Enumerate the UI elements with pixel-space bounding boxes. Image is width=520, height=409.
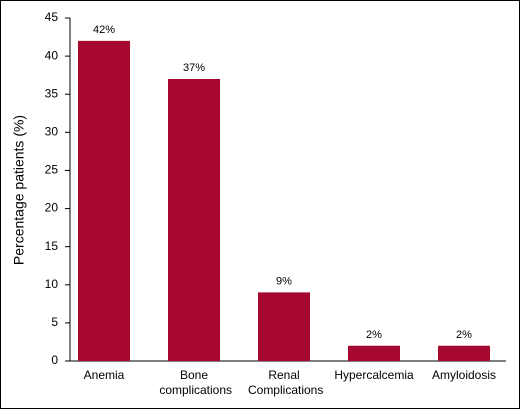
bar xyxy=(168,78,220,361)
bar xyxy=(348,345,400,361)
x-tick-label: Hypercalcemia xyxy=(334,368,414,382)
value-label: 37% xyxy=(183,62,205,74)
y-tick-label: 25 xyxy=(45,163,59,177)
bar xyxy=(258,292,310,361)
y-tick-label: 20 xyxy=(45,201,59,215)
value-label: 42% xyxy=(93,24,115,36)
value-label: 2% xyxy=(456,329,472,341)
bar xyxy=(438,345,490,361)
y-tick-label: 35 xyxy=(45,86,59,100)
bar xyxy=(78,40,130,361)
x-tick-label: Renal Complications xyxy=(245,368,324,397)
y-tick-label: 45 xyxy=(45,10,59,24)
value-label: 2% xyxy=(366,329,382,341)
y-tick-label: 5 xyxy=(51,315,58,329)
y-tick-label: 40 xyxy=(45,48,59,62)
y-tick-label: 0 xyxy=(51,353,58,367)
x-tick-label: Bone complications xyxy=(156,368,232,397)
y-tick-label: 30 xyxy=(45,125,59,139)
y-tick-label: 15 xyxy=(45,239,59,253)
y-axis-title: Percentage patients (%) xyxy=(11,115,27,265)
x-tick-label: Anemia xyxy=(84,368,125,382)
value-label: 9% xyxy=(276,275,292,287)
x-tick-label: Amyloidosis xyxy=(432,368,496,382)
y-tick-label: 10 xyxy=(45,277,59,291)
